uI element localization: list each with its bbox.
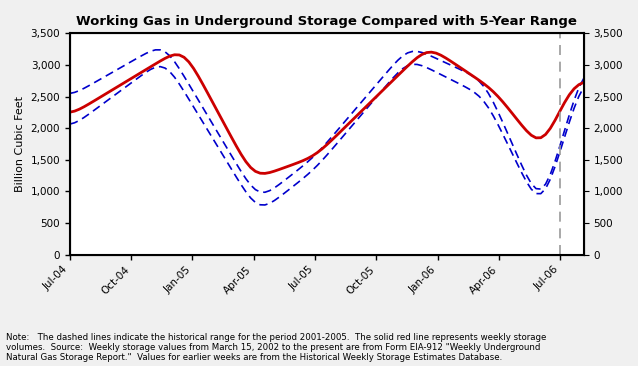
Y-axis label: Billion Cubic Feet: Billion Cubic Feet [15, 96, 25, 192]
Title: Working Gas in Underground Storage Compared with 5-Year Range: Working Gas in Underground Storage Compa… [77, 15, 577, 28]
Text: Note:   The dashed lines indicate the historical range for the period 2001-2005.: Note: The dashed lines indicate the hist… [6, 333, 547, 362]
